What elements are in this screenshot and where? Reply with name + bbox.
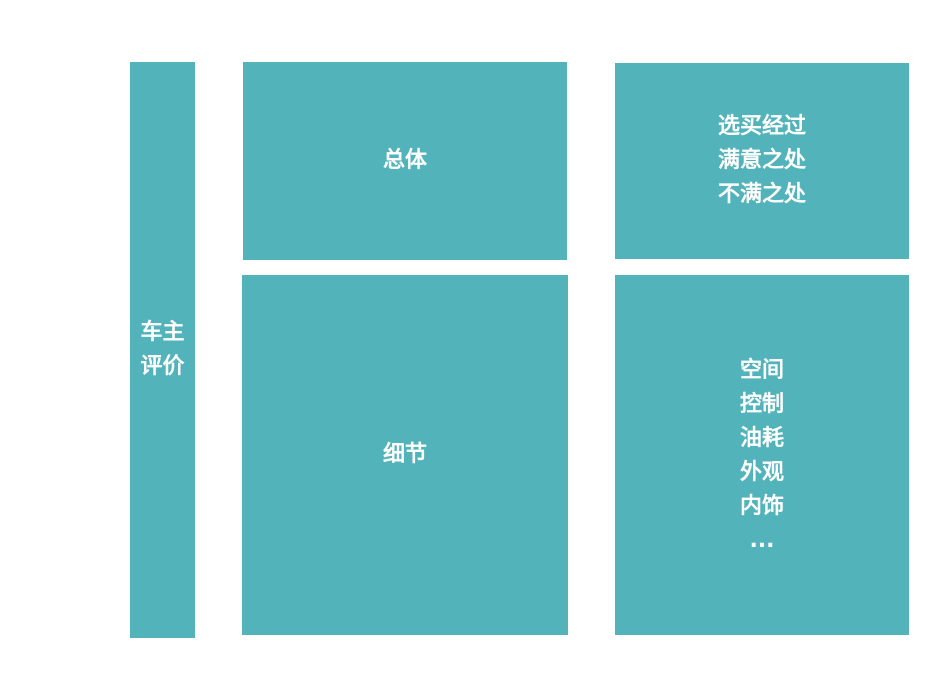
owner-review-line-2: 评价 (140, 354, 185, 379)
detail-item: 控制 (739, 392, 784, 417)
overall-items-box: 选买经过 满意之处 不满之处 (615, 63, 909, 259)
overall-item: 不满之处 (717, 182, 806, 207)
overall-category-label: 总体 (382, 148, 427, 173)
detail-item-ellipsis: ... (749, 528, 775, 553)
detail-item: 空间 (739, 358, 784, 383)
overall-item: 满意之处 (717, 148, 806, 173)
detail-category-box: 细节 (242, 275, 568, 635)
detail-item: 油耗 (739, 426, 784, 451)
owner-review-box: 车主 评价 (130, 62, 195, 638)
detail-item: 外观 (739, 460, 784, 485)
detail-item: 内饰 (739, 494, 784, 519)
overall-item: 选买经过 (717, 114, 806, 139)
detail-category-label: 细节 (382, 442, 427, 467)
overall-category-box: 总体 (243, 62, 567, 260)
owner-review-line-1: 车主 (140, 320, 185, 345)
detail-items-box: 空间 控制 油耗 外观 内饰 ... (615, 275, 909, 635)
